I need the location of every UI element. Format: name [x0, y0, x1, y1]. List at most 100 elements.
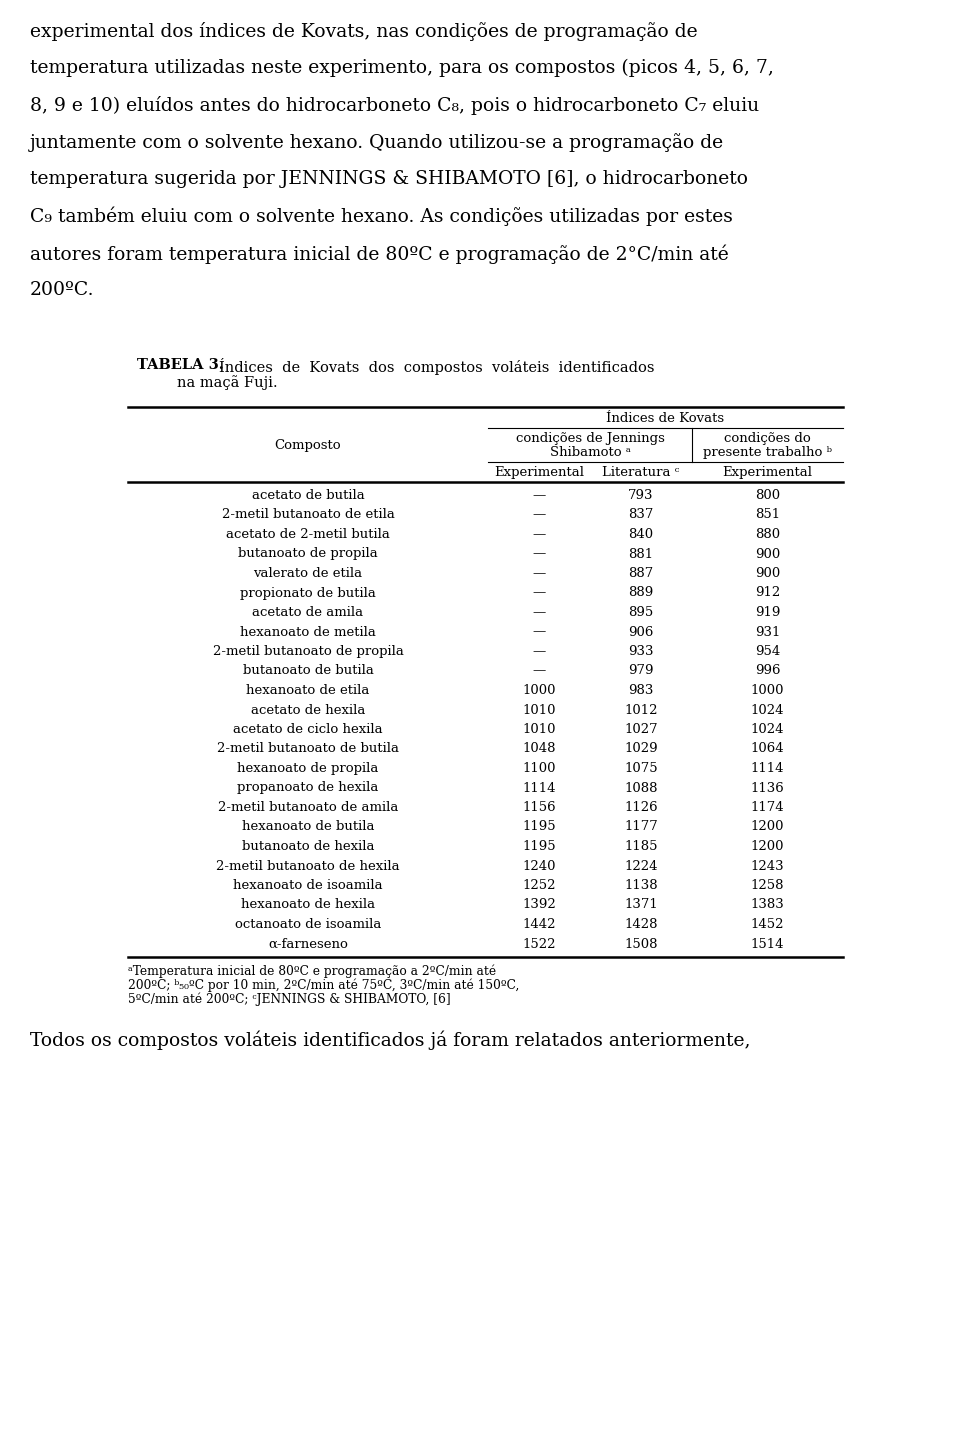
Text: 1224: 1224 — [624, 859, 658, 872]
Text: C₉ também eluiu com o solvente hexano. As condições utilizadas por estes: C₉ também eluiu com o solvente hexano. A… — [30, 206, 732, 227]
Text: hexanoato de etila: hexanoato de etila — [247, 683, 370, 696]
Text: Experimental: Experimental — [723, 465, 812, 478]
Text: condições de Jennings: condições de Jennings — [516, 432, 664, 445]
Text: Índices  de  Kovats  dos  compostos  voláteis  identificados: Índices de Kovats dos compostos voláteis… — [219, 358, 655, 375]
Text: Composto: Composto — [275, 439, 342, 452]
Text: hexanoato de propila: hexanoato de propila — [237, 762, 378, 775]
Text: 8, 9 e 10) eluídos antes do hidrocarboneto C₈, pois o hidrocarboneto C₇ eluiu: 8, 9 e 10) eluídos antes do hidrocarbone… — [30, 96, 759, 115]
Text: 1088: 1088 — [624, 781, 658, 794]
Text: na maçã Fuji.: na maçã Fuji. — [177, 375, 277, 390]
Text: 996: 996 — [755, 664, 780, 678]
Text: 1522: 1522 — [522, 938, 556, 951]
Text: 919: 919 — [755, 606, 780, 619]
Text: —: — — [533, 567, 545, 580]
Text: temperatura utilizadas neste experimento, para os compostos (picos 4, 5, 6, 7,: temperatura utilizadas neste experimento… — [30, 60, 774, 77]
Text: 1000: 1000 — [522, 683, 556, 696]
Text: 1452: 1452 — [751, 917, 784, 931]
Text: 837: 837 — [628, 509, 654, 522]
Text: 1195: 1195 — [522, 820, 556, 833]
Text: propanoato de hexila: propanoato de hexila — [237, 781, 378, 794]
Text: 1442: 1442 — [522, 917, 556, 931]
Text: butanoato de propila: butanoato de propila — [238, 548, 378, 560]
Text: 906: 906 — [628, 625, 654, 638]
Text: 1177: 1177 — [624, 820, 658, 833]
Text: 900: 900 — [755, 567, 780, 580]
Text: 1258: 1258 — [751, 880, 784, 891]
Text: 1064: 1064 — [751, 743, 784, 756]
Text: juntamente com o solvente hexano. Quando utilizou-se a programação de: juntamente com o solvente hexano. Quando… — [30, 132, 724, 153]
Text: 1514: 1514 — [751, 938, 784, 951]
Text: condições do: condições do — [724, 432, 811, 445]
Text: 887: 887 — [629, 567, 654, 580]
Text: 983: 983 — [628, 683, 654, 696]
Text: 880: 880 — [755, 528, 780, 541]
Text: 1383: 1383 — [751, 899, 784, 912]
Text: octanoato de isoamila: octanoato de isoamila — [235, 917, 381, 931]
Text: —: — — [533, 664, 545, 678]
Text: experimental dos índices de Kovats, nas condições de programação de: experimental dos índices de Kovats, nas … — [30, 22, 698, 41]
Text: Shibamoto ᵃ: Shibamoto ᵃ — [549, 446, 631, 459]
Text: hexanoato de hexila: hexanoato de hexila — [241, 899, 375, 912]
Text: Literatura ᶜ: Literatura ᶜ — [602, 465, 680, 478]
Text: 1048: 1048 — [522, 743, 556, 756]
Text: hexanoato de metila: hexanoato de metila — [240, 625, 376, 638]
Text: 881: 881 — [629, 548, 654, 560]
Text: 1000: 1000 — [751, 683, 784, 696]
Text: acetato de hexila: acetato de hexila — [251, 704, 365, 717]
Text: 1100: 1100 — [522, 762, 556, 775]
Text: 895: 895 — [629, 606, 654, 619]
Text: propionato de butila: propionato de butila — [240, 586, 376, 599]
Text: ᵃTemperatura inicial de 80ºC e programação a 2ºC/min até: ᵃTemperatura inicial de 80ºC e programaç… — [128, 965, 496, 979]
Text: hexanoato de isoamila: hexanoato de isoamila — [233, 880, 383, 891]
Text: α-farneseno: α-farneseno — [268, 938, 348, 951]
Text: 1392: 1392 — [522, 899, 556, 912]
Text: 1185: 1185 — [624, 840, 658, 853]
Text: 200ºC; ᵇ₅₀ºC por 10 min, 2ºC/min até 75ºC, 3ºC/min até 150ºC,: 200ºC; ᵇ₅₀ºC por 10 min, 2ºC/min até 75º… — [128, 979, 519, 993]
Text: —: — — [533, 528, 545, 541]
Text: —: — — [533, 548, 545, 560]
Text: —: — — [533, 625, 545, 638]
Text: temperatura sugerida por JENNINGS & SHIBAMOTO [6], o hidrocarboneto: temperatura sugerida por JENNINGS & SHIB… — [30, 170, 748, 188]
Text: 1136: 1136 — [751, 781, 784, 794]
Text: acetato de ciclo hexila: acetato de ciclo hexila — [233, 723, 383, 736]
Text: 800: 800 — [755, 489, 780, 502]
Text: 2-metil butanoato de propila: 2-metil butanoato de propila — [212, 646, 403, 659]
Text: 1138: 1138 — [624, 880, 658, 891]
Text: 1114: 1114 — [751, 762, 784, 775]
Text: 1156: 1156 — [522, 801, 556, 814]
Text: autores foram temperatura inicial de 80ºC e programação de 2°C/min até: autores foram temperatura inicial de 80º… — [30, 244, 729, 263]
Text: 933: 933 — [628, 646, 654, 659]
Text: 1075: 1075 — [624, 762, 658, 775]
Text: 889: 889 — [629, 586, 654, 599]
Text: 912: 912 — [755, 586, 780, 599]
Text: 1240: 1240 — [522, 859, 556, 872]
Text: —: — — [533, 646, 545, 659]
Text: 1371: 1371 — [624, 899, 658, 912]
Text: 900: 900 — [755, 548, 780, 560]
Text: 1174: 1174 — [751, 801, 784, 814]
Text: 2-metil butanoato de amila: 2-metil butanoato de amila — [218, 801, 398, 814]
Text: 1243: 1243 — [751, 859, 784, 872]
Text: TABELA 3.: TABELA 3. — [137, 358, 224, 372]
Text: 931: 931 — [755, 625, 780, 638]
Text: butanoato de butila: butanoato de butila — [243, 664, 373, 678]
Text: 954: 954 — [755, 646, 780, 659]
Text: —: — — [533, 606, 545, 619]
Text: 2-metil butanoato de hexila: 2-metil butanoato de hexila — [216, 859, 399, 872]
Text: 2-metil butanoato de butila: 2-metil butanoato de butila — [217, 743, 399, 756]
Text: Experimental: Experimental — [494, 465, 584, 478]
Text: —: — — [533, 489, 545, 502]
Text: 1029: 1029 — [624, 743, 658, 756]
Text: presente trabalho ᵇ: presente trabalho ᵇ — [703, 446, 832, 459]
Text: 851: 851 — [755, 509, 780, 522]
Text: acetato de amila: acetato de amila — [252, 606, 364, 619]
Text: 1126: 1126 — [624, 801, 658, 814]
Text: valerato de etila: valerato de etila — [253, 567, 363, 580]
Text: 1252: 1252 — [522, 880, 556, 891]
Text: 1200: 1200 — [751, 820, 784, 833]
Text: 1010: 1010 — [522, 723, 556, 736]
Text: 1024: 1024 — [751, 723, 784, 736]
Text: —: — — [533, 509, 545, 522]
Text: 1010: 1010 — [522, 704, 556, 717]
Text: 793: 793 — [628, 489, 654, 502]
